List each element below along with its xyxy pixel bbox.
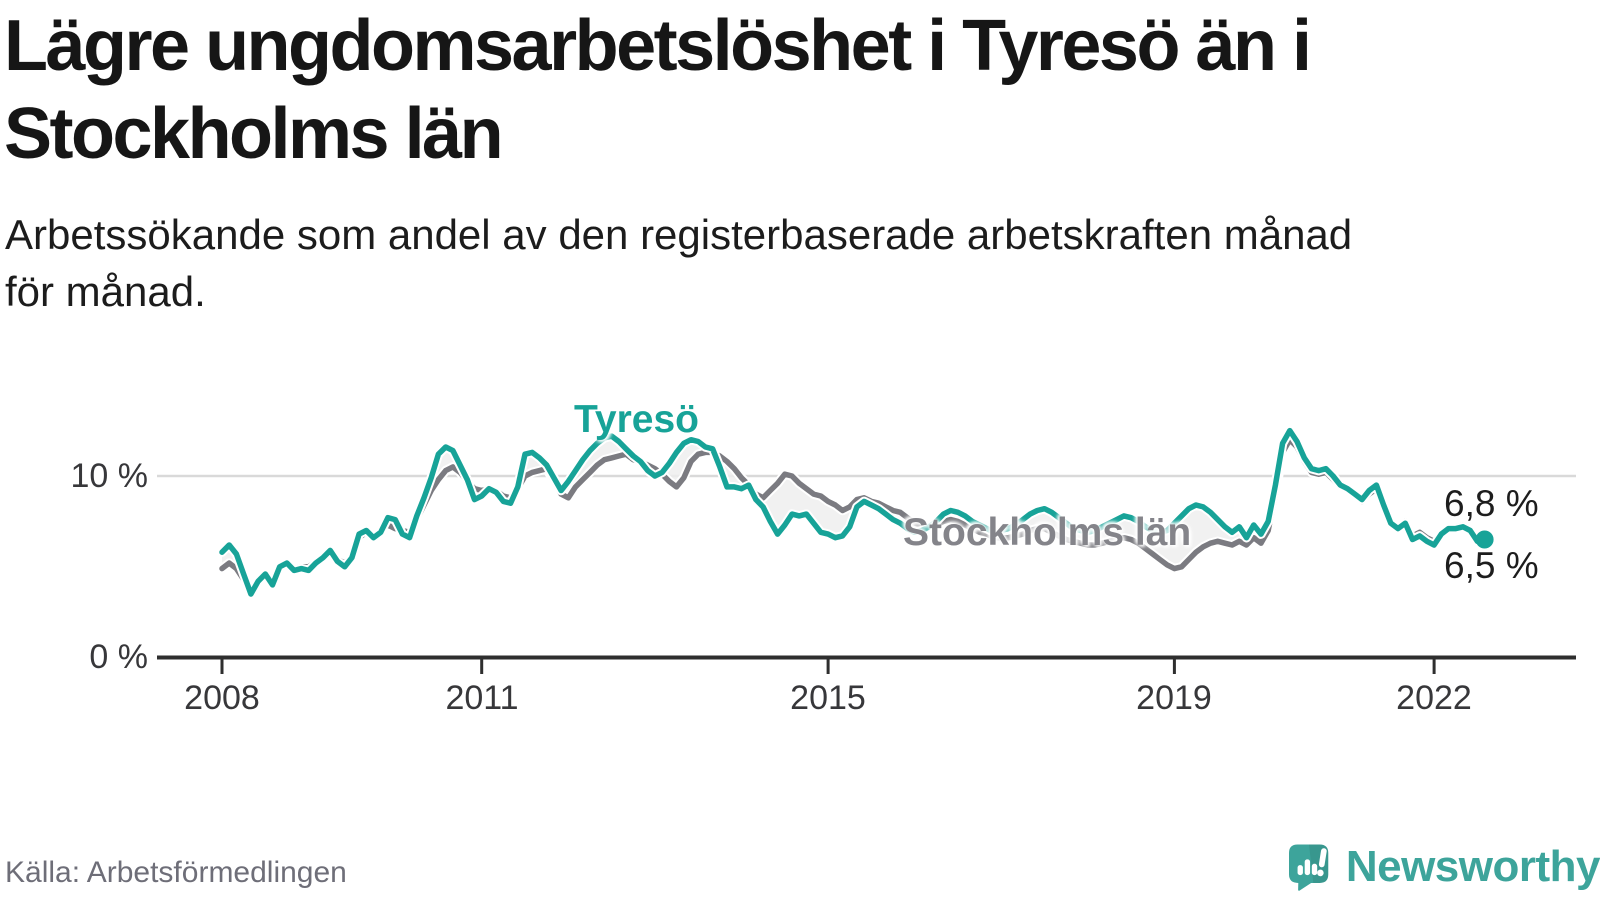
x-tick-label-2008: 2008 (184, 679, 260, 717)
stockholm-series-label: Stockholms län (903, 511, 1192, 554)
x-tick-label-2011: 2011 (445, 679, 519, 717)
page-title: Lägre ungdomsarbetslöshet i Tyresö än i … (4, 2, 1564, 178)
x-tick-label-2015: 2015 (790, 679, 866, 717)
subtitle-line-2: för månad. (5, 268, 206, 315)
x-tick-label-2022: 2022 (1396, 679, 1472, 717)
stockholm-line-casing (217, 434, 1490, 596)
tyreso-line-casing (217, 425, 1490, 599)
y-tick-label-0: 0 % (89, 638, 148, 676)
difference-band (222, 430, 1485, 594)
tyreso-line (219, 427, 1488, 597)
title-line-2: Stockholms län (4, 94, 504, 174)
stockholm-end-value-label: 6,8 % (1444, 483, 1539, 524)
chart-subtitle: Arbetssökande som andel av den registerb… (5, 206, 1565, 320)
x-tick-label-2019: 2019 (1136, 679, 1212, 717)
newsworthy-logo: Newsworthy (1289, 836, 1600, 900)
tyreso-end-value-label: 6,5 % (1444, 545, 1539, 586)
title-line-1: Lägre ungdomsarbetslöshet i Tyresö än i (4, 6, 1312, 86)
subtitle-line-1: Arbetssökande som andel av den registerb… (5, 211, 1353, 258)
newsworthy-logo-icon (1289, 844, 1329, 891)
newsworthy-logo-text: Newsworthy (1345, 842, 1600, 891)
source-note: Källa: Arbetsförmedlingen (5, 856, 347, 889)
y-tick-label-10: 10 % (70, 457, 149, 495)
tyreso-series-label: Tyresö (574, 398, 699, 441)
stockholm-line (219, 436, 1488, 594)
